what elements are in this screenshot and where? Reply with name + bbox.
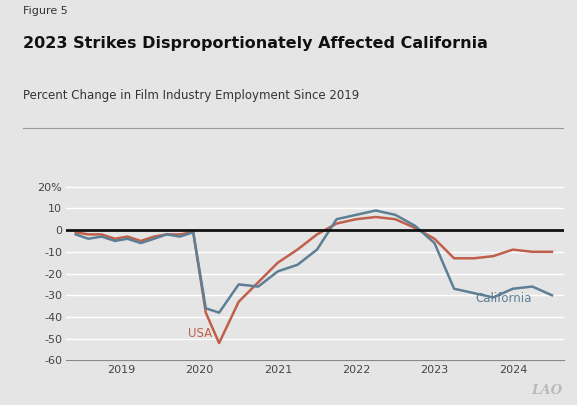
- Text: LAO: LAO: [531, 384, 563, 397]
- Text: California: California: [475, 292, 531, 305]
- Text: 2023 Strikes Disproportionately Affected California: 2023 Strikes Disproportionately Affected…: [23, 36, 488, 51]
- Text: USA: USA: [188, 326, 212, 339]
- Text: Percent Change in Film Industry Employment Since 2019: Percent Change in Film Industry Employme…: [23, 89, 359, 102]
- Text: Figure 5: Figure 5: [23, 6, 68, 16]
